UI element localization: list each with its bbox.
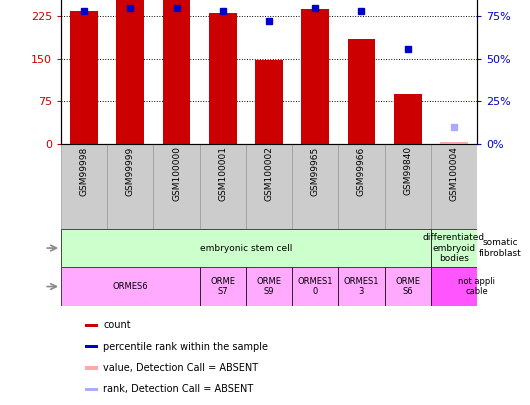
Text: GSM100002: GSM100002 [264,146,273,201]
Bar [246,267,292,306]
Text: GSM99840: GSM99840 [403,146,412,196]
Bar [338,267,385,306]
Bar [61,144,107,229]
Text: ORME
S6: ORME S6 [395,277,420,296]
Bar [61,229,431,267]
Bar [348,39,375,144]
Bar [255,60,283,144]
Bar [246,144,292,229]
Text: GSM99998: GSM99998 [80,146,89,196]
Text: ORME
S9: ORME S9 [257,277,281,296]
Bar [292,267,338,306]
Bar [209,13,236,144]
Bar [440,142,468,144]
Text: embryonic stem cell: embryonic stem cell [200,243,292,253]
Bar [153,144,200,229]
Bar [302,9,329,144]
Bar [431,267,523,306]
Bar [117,0,144,144]
Text: differentiated
embryoid
bodies: differentiated embryoid bodies [423,233,485,263]
Text: not appli
cable: not appli cable [458,277,496,296]
Bar [61,267,200,306]
Bar [394,94,421,144]
Bar [85,367,98,370]
Text: GSM100001: GSM100001 [218,146,227,201]
Bar [163,0,190,144]
Text: somatic
fibroblast: somatic fibroblast [479,239,522,258]
Text: GSM99966: GSM99966 [357,146,366,196]
Text: ORME
S7: ORME S7 [210,277,235,296]
Bar [200,267,246,306]
Bar [338,144,385,229]
Text: ORMES1
0: ORMES1 0 [297,277,333,296]
Text: value, Detection Call = ABSENT: value, Detection Call = ABSENT [103,363,259,373]
Text: GSM100000: GSM100000 [172,146,181,201]
Text: count: count [103,320,131,330]
Bar [85,324,98,327]
Bar [85,345,98,348]
Text: rank, Detection Call = ABSENT: rank, Detection Call = ABSENT [103,384,253,394]
Bar [431,144,477,229]
Text: ORMES1
3: ORMES1 3 [343,277,379,296]
Text: GSM100004: GSM100004 [449,146,458,201]
Text: GSM99999: GSM99999 [126,146,135,196]
Bar [107,144,153,229]
Bar [200,144,246,229]
Bar [431,229,477,267]
Bar [85,388,98,391]
Bar [477,229,523,267]
Text: GSM99965: GSM99965 [311,146,320,196]
Text: ORMES6: ORMES6 [112,282,148,291]
Text: percentile rank within the sample: percentile rank within the sample [103,342,268,352]
Bar [292,144,338,229]
Bar [385,267,431,306]
Bar [70,11,98,144]
Bar [385,144,431,229]
